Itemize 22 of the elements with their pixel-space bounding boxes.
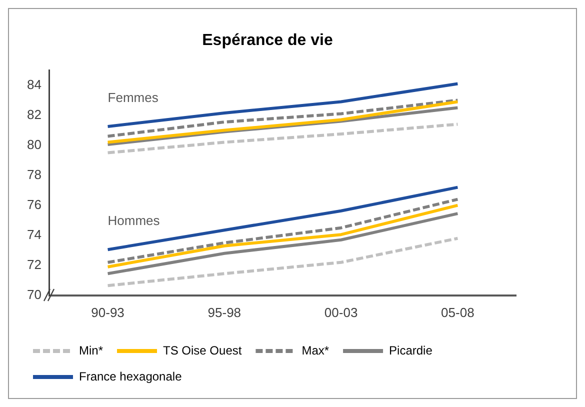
y-tick-label: 84 — [26, 76, 42, 92]
y-tick-label: 78 — [26, 166, 42, 182]
y-tick-label: 70 — [26, 286, 42, 302]
line-series — [106, 236, 460, 288]
legend-label: Min* — [79, 343, 104, 358]
y-tick-label: 76 — [26, 196, 42, 212]
y-tick-label: 74 — [26, 226, 42, 242]
line-series — [106, 122, 460, 154]
y-tick-label: 80 — [26, 136, 42, 152]
legend-label: France hexagonale — [79, 369, 182, 384]
legend-label: Max* — [302, 343, 330, 358]
x-tick-label: 00-03 — [324, 304, 358, 320]
annotation: Femmes — [108, 90, 159, 106]
x-tick-label: 90-93 — [91, 304, 124, 320]
legend-label: Picardie — [389, 343, 433, 358]
chart-title: Espérance de vie — [202, 32, 333, 50]
y-tick-label: 82 — [26, 106, 42, 122]
y-tick-label: 72 — [26, 256, 42, 272]
x-tick-label: 05-08 — [441, 304, 474, 320]
x-tick-label: 95-98 — [208, 304, 242, 320]
legend-label: TS Oise Ouest — [163, 343, 242, 358]
annotation: Hommes — [108, 213, 160, 228]
